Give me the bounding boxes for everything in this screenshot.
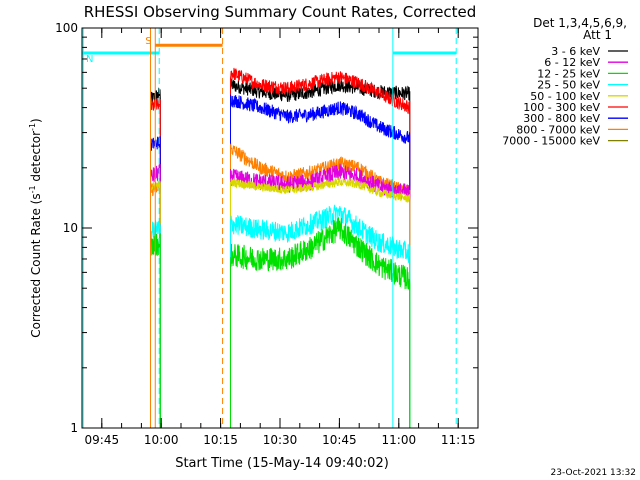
series-6-12-kev-seg2	[230, 163, 411, 429]
legend-label-300-800-kev: 300 - 800 keV	[523, 112, 600, 125]
y-axis-label: Corrected Count Rate (s-1 detector-1)	[28, 118, 43, 337]
tick-layer: 1 10 100 09:45 10:00 10:15 10:30 10:45 11:00 11:1…	[55, 21, 478, 447]
series-300-800-kev-seg2	[230, 94, 411, 429]
series-100-300-kev-seg2	[230, 67, 411, 429]
x-tick-label-1015: 10:15	[203, 433, 238, 447]
x-tick-label-1045: 10:45	[322, 433, 357, 447]
y-axis-label-sup2: -1	[28, 123, 37, 131]
x-axis-label: Start Time (15-May-14 09:40:02)	[175, 456, 389, 471]
y-axis-label-end: )	[29, 118, 43, 123]
flag-layer: SN	[82, 36, 457, 65]
series-12-25-kev-seg2	[230, 217, 411, 429]
series-50-100-kev	[150, 176, 411, 429]
series-12-25-kev	[150, 217, 411, 429]
legend-label-3-6-kev: 3 - 6 keV	[551, 45, 600, 58]
series-layer	[150, 67, 411, 429]
x-tick-label-1030: 10:30	[263, 433, 298, 447]
flag-label-s: S	[145, 36, 151, 47]
footer-timestamp: 23-Oct-2021 13:32	[551, 468, 636, 478]
legend-label-50-100-kev: 50 - 100 keV	[530, 90, 600, 103]
legend-label-6-12-kev: 6 - 12 keV	[544, 56, 600, 69]
series-6-12-kev	[150, 163, 411, 429]
x-tick-label-0945: 09:45	[85, 433, 120, 447]
y-tick-label-100: 100	[55, 21, 78, 35]
y-axis-label-mid: detector	[29, 131, 43, 186]
y-axis-label-sup1: -1	[28, 185, 37, 193]
x-tick-label-1100: 11:00	[382, 433, 417, 447]
flag-label-n: N	[86, 54, 93, 65]
chart-title: RHESSI Observing Summary Count Rates, Co…	[84, 3, 477, 21]
y-tick-label-1: 1	[70, 421, 78, 435]
legend-label-7000-15000-kev: 7000 - 15000 keV	[502, 135, 600, 148]
vline-layer	[82, 28, 457, 428]
series-25-50-kev	[150, 204, 411, 429]
legend-label-12-25-kev: 12 - 25 keV	[537, 67, 600, 80]
y-tick-label-10: 10	[63, 221, 78, 235]
legend-header-attenuator: Att 1	[583, 28, 612, 42]
legend-label-25-50-kev: 25 - 50 keV	[537, 79, 600, 92]
y-axis-label-main: Corrected Count Rate (s	[29, 193, 43, 337]
legend-header-detectors: Det 1,3,4,5,6,9,	[533, 16, 627, 30]
legend-label-800-7000-kev: 800 - 7000 keV	[516, 123, 600, 136]
x-tick-label-1115: 11:15	[441, 433, 476, 447]
legend-label-100-300-kev: 100 - 300 keV	[523, 101, 600, 114]
x-tick-label-1000: 10:00	[144, 433, 179, 447]
series-50-100-kev-seg2	[230, 176, 411, 429]
series-25-50-kev-seg2	[230, 204, 411, 429]
